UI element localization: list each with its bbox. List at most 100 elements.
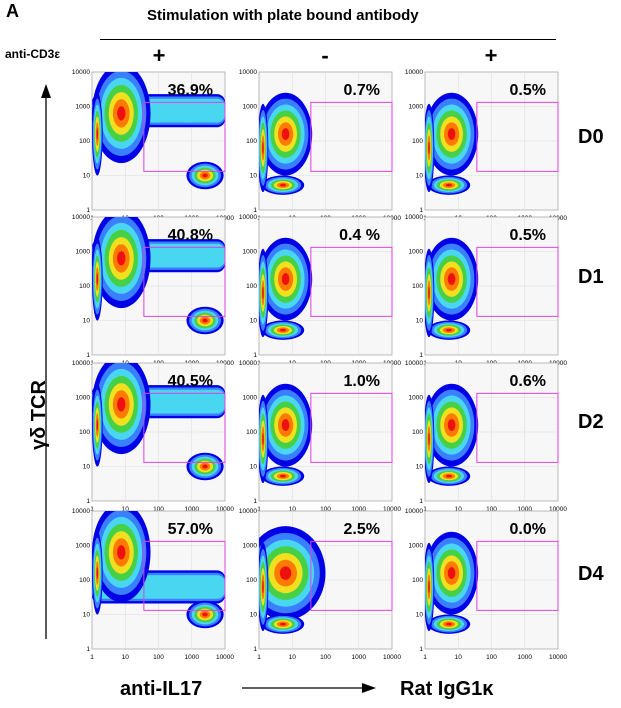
y-tick-label: 100 [412,138,423,145]
y-tick-label: 1 [86,352,90,359]
x-tick-label: 1 [423,506,427,513]
y-tick-label: 1000 [409,249,424,256]
y-tick-label: 1000 [76,543,91,550]
y-tick-label: 1 [419,498,423,505]
density-ellipse [96,273,99,286]
x-tick-label: 1000 [518,654,533,661]
density-cloud [425,383,479,486]
density-cloud [92,217,225,335]
density-ellipse [202,173,208,178]
y-tick-label: 100 [79,283,90,290]
y-tick-label: 1 [86,646,90,653]
x-tick-label: 10000 [549,654,567,661]
y-tick-label: 10 [416,173,424,180]
y-tick-label: 1 [253,207,257,214]
y-tick-label: 1000 [243,543,258,550]
x-tick-label: 10 [122,654,130,661]
title-underline [100,39,556,40]
x-tick-label: 100 [320,654,331,661]
y-tick-label: 10000 [405,69,423,76]
sign-col-3: + [484,43,498,68]
x-tick-label: 1000 [185,506,200,513]
x-tick-label: 1000 [185,654,200,661]
day-label-d0: D0 [578,126,604,148]
density-ellipse [447,273,456,286]
density-ellipse [447,567,456,580]
density-cloud [92,363,225,481]
y-tick-label: 10 [416,464,424,471]
y-tick-label: 10 [83,318,91,325]
gate-percentage: 2.5% [344,521,380,538]
density-ellipse [447,419,456,432]
day-label-d2: D2 [578,411,604,433]
panel-label: A [6,1,19,21]
density-cloud [259,383,313,486]
x-tick-label: 100 [320,506,331,513]
y-tick-label: 1 [253,498,257,505]
density-cloud [425,531,479,634]
y-tick-label: 10000 [239,360,257,367]
gate-percentage: 0.6% [510,373,546,390]
x-axis-arrow [242,683,376,693]
y-tick-label: 1 [253,352,257,359]
density-ellipse [279,183,286,187]
density-ellipse [117,397,126,412]
density-ellipse [202,612,208,617]
gate-rectangle [143,246,226,317]
y-tick-label: 10 [83,464,91,471]
gate-percentage: 0.4 % [339,227,380,244]
y-tick-label: 1 [419,352,423,359]
x-tick-label: 10000 [383,506,401,513]
gate-rectangle [143,101,226,172]
density-ellipse [445,622,452,626]
y-tick-label: 100 [79,429,90,436]
density-ellipse [428,286,430,300]
gate-percentage: 40.8% [168,227,213,244]
x-tick-label: 100 [486,506,497,513]
x-tick-label: 10 [455,654,463,661]
density-ellipse [117,545,126,560]
density-ellipse [117,251,126,266]
density-ellipse [279,328,286,332]
gate-percentage: 0.5% [510,227,546,244]
y-tick-label: 10000 [405,214,423,221]
density-ellipse [202,318,208,323]
y-tick-label: 1000 [76,104,91,111]
y-tick-label: 10 [83,612,91,619]
density-ellipse [281,419,290,432]
density-ellipse [96,128,99,141]
y-tick-label: 100 [246,429,257,436]
density-ellipse [428,141,430,155]
density-ellipse [262,286,264,300]
x-label-right: Rat IgG1κ [400,678,494,700]
density-ellipse [96,567,99,580]
gate-percentage: 0.0% [510,521,546,538]
x-tick-label: 1000 [352,654,367,661]
figure-title: Stimulation with plate bound antibody [147,7,419,24]
density-cloud [425,92,479,195]
y-tick-label: 10 [250,464,258,471]
density-cloud [259,237,313,340]
density-cloud [259,92,313,195]
x-tick-label: 10000 [549,506,567,513]
y-tick-label: 1000 [76,249,91,256]
x-tick-label: 10 [289,654,297,661]
x-tick-label: 100 [153,654,164,661]
y-tick-label: 10000 [239,69,257,76]
gate-percentage: 40.5% [168,373,213,390]
density-ellipse [117,106,126,121]
y-tick-label: 1 [419,207,423,214]
cd3-label: anti-CD3ε [5,47,61,61]
x-tick-label: 10 [289,506,297,513]
x-tick-label: 10000 [216,654,234,661]
gate-rectangle [310,540,393,611]
density-cloud [92,72,225,190]
day-label-d1: D1 [578,266,604,288]
y-tick-label: 1000 [243,104,258,111]
